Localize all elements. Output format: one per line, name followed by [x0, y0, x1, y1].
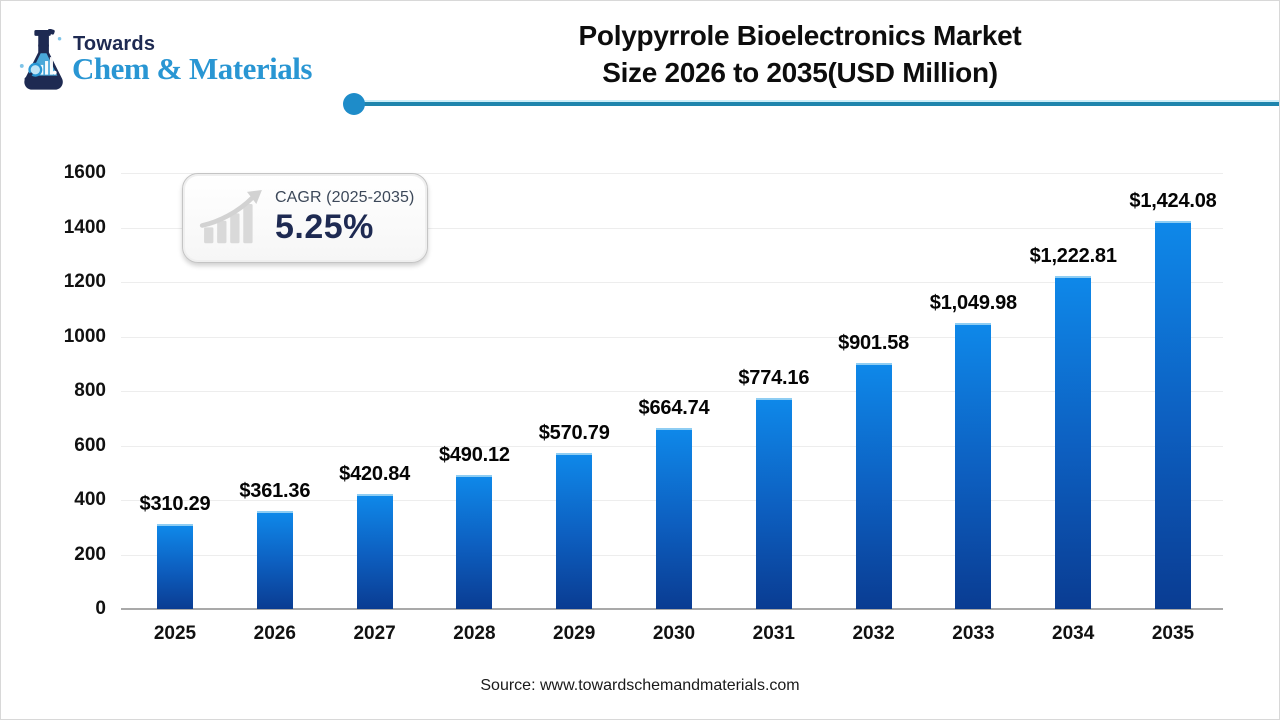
source-attribution: Source: www.towardschemandmaterials.com: [480, 677, 800, 694]
x-axis-tick-2025: 2025: [153, 623, 197, 644]
title-line-1: Polypyrrole Bioelectronics Market: [578, 20, 1022, 51]
brand-name-top: Towards: [73, 33, 156, 55]
bar-2026: [256, 510, 293, 609]
bar-value-label-2031: $774.16: [738, 367, 810, 390]
bar-value-label-2029: $570.79: [538, 422, 610, 445]
x-axis-tick-2028: 2028: [453, 623, 496, 644]
page-title: Polypyrrole Bioelectronics Market Size 2…: [371, 17, 1229, 91]
y-axis-tick-600: 600: [74, 434, 106, 456]
bar-2033: [955, 322, 992, 609]
bar-2029: [556, 453, 593, 609]
x-axis-tick-2031: 2031: [752, 623, 795, 644]
y-axis-tick-1000: 1000: [63, 325, 106, 347]
gridline-y-1600: [121, 173, 1223, 174]
flask-chart-icon: [19, 29, 63, 90]
bar-value-label-2032: $901.58: [838, 332, 910, 355]
y-axis-tick-200: 200: [74, 543, 106, 565]
x-axis-tick-2030: 2030: [652, 623, 696, 644]
cagr-value: 5.25%: [275, 208, 374, 246]
header-divider-line: [355, 100, 1279, 106]
growth-trend-icon: [199, 190, 262, 244]
bar-value-label-2025: $310.29: [139, 493, 211, 516]
y-axis-tick-1600: 1600: [63, 162, 106, 183]
bar-2034: [1055, 275, 1092, 609]
bar-value-label-2030: $664.74: [638, 396, 710, 419]
bar-2027: [356, 494, 393, 609]
y-axis-tick-1200: 1200: [63, 271, 106, 292]
x-axis-tick-2029: 2029: [553, 623, 596, 644]
bar-2025: [157, 524, 193, 609]
y-axis-tick-0: 0: [95, 598, 106, 619]
header-divider-dot: [343, 93, 365, 115]
bar-value-label-2035: $1,424.08: [1129, 189, 1217, 212]
bar-2028: [456, 475, 493, 609]
gridline-y-1400: [121, 227, 1223, 229]
bar-value-label-2027: $420.84: [339, 463, 411, 486]
x-axis-tick-2032: 2032: [852, 623, 895, 644]
x-axis-tick-2033: 2033: [952, 623, 995, 644]
bar-value-label-2034: $1,222.81: [1029, 244, 1117, 267]
title-line-2: Size 2026 to 2035(USD Million): [602, 57, 998, 88]
bar-value-label-2033: $1,049.98: [929, 291, 1017, 314]
x-axis-line: [121, 608, 1223, 610]
gridline-y-800: [121, 391, 1223, 392]
brand-name-bottom: Chem & Materials: [72, 51, 312, 86]
bar-value-label-2026: $361.36: [239, 479, 311, 502]
gridline-y-1000: [121, 336, 1223, 338]
x-axis-tick-2035: 2035: [1151, 623, 1195, 644]
y-axis-tick-1400: 1400: [63, 216, 106, 238]
x-axis-tick-2026: 2026: [253, 623, 296, 644]
bar-value-label-2028: $490.12: [438, 444, 510, 467]
bar-2035: [1155, 220, 1191, 609]
bar-2030: [656, 427, 692, 609]
bar-2031: [755, 398, 792, 609]
cagr-badge: CAGR (2025-2035) 5.25%: [182, 173, 428, 263]
brand-logo: Towards Chem & Materials: [15, 27, 355, 97]
y-axis-tick-800: 800: [74, 380, 106, 401]
x-axis-tick-2027: 2027: [353, 623, 396, 644]
cagr-label: CAGR (2025-2035): [275, 189, 415, 206]
bar-2032: [855, 363, 892, 609]
y-axis-tick-400: 400: [74, 489, 106, 510]
gridline-y-1200: [121, 282, 1223, 283]
x-axis-tick-2034: 2034: [1052, 623, 1095, 644]
